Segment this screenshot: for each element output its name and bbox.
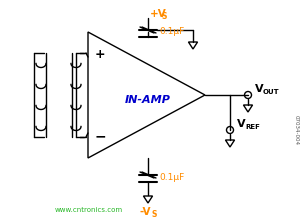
Text: −: − bbox=[94, 129, 106, 143]
Text: IN-AMP: IN-AMP bbox=[125, 95, 171, 105]
Text: +V: +V bbox=[150, 9, 167, 19]
Text: +: + bbox=[95, 48, 105, 61]
Text: S: S bbox=[162, 12, 167, 21]
Polygon shape bbox=[88, 32, 205, 158]
Text: S: S bbox=[152, 210, 157, 218]
Text: -V: -V bbox=[140, 207, 151, 217]
Text: V: V bbox=[237, 119, 246, 129]
Text: V: V bbox=[255, 84, 264, 94]
Text: www.cntronics.com: www.cntronics.com bbox=[55, 207, 123, 213]
Text: REF: REF bbox=[245, 124, 260, 130]
Text: OUT: OUT bbox=[263, 89, 280, 95]
Polygon shape bbox=[225, 140, 234, 147]
Polygon shape bbox=[244, 105, 253, 112]
Text: 0.1μF: 0.1μF bbox=[159, 27, 184, 36]
Polygon shape bbox=[188, 42, 197, 49]
Polygon shape bbox=[144, 196, 153, 203]
Text: 07034-004: 07034-004 bbox=[293, 115, 299, 145]
Text: 0.1μF: 0.1μF bbox=[159, 172, 184, 182]
